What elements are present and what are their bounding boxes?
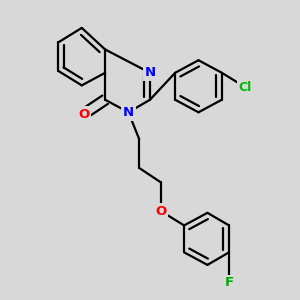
Text: Cl: Cl xyxy=(238,81,252,94)
Text: N: N xyxy=(123,106,134,119)
Text: N: N xyxy=(144,66,156,79)
Text: F: F xyxy=(224,276,234,290)
Text: O: O xyxy=(78,108,89,121)
Text: O: O xyxy=(155,205,166,218)
